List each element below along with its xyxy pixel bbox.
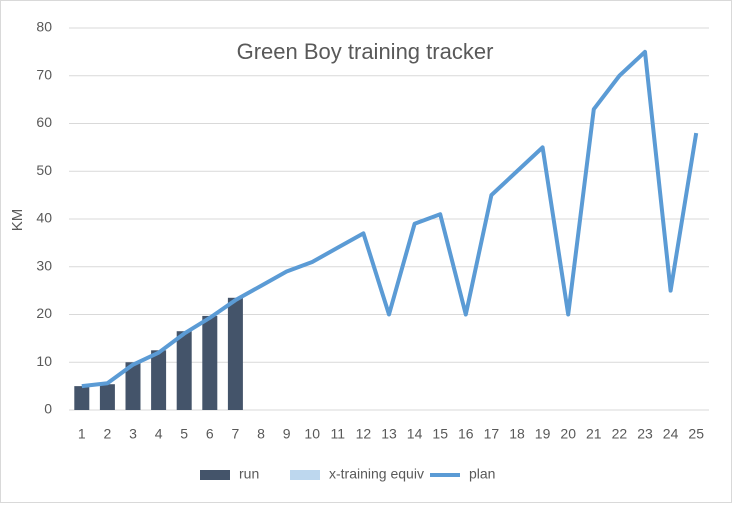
x-tick-label: 23 [637, 426, 653, 442]
x-tick-label: 9 [283, 426, 291, 442]
x-tick-label: 19 [535, 426, 551, 442]
x-tick-label: 10 [304, 426, 320, 442]
legend-label: run [239, 466, 259, 482]
y-tick-label: 80 [36, 19, 52, 35]
x-tick-label: 24 [663, 426, 679, 442]
x-tick-label: 25 [688, 426, 704, 442]
y-tick-label: 50 [36, 162, 52, 178]
x-tick-label: 8 [257, 426, 265, 442]
bar [99, 384, 115, 410]
legend-label: plan [469, 466, 495, 482]
y-tick-label: 20 [36, 305, 52, 321]
x-tick-label: 16 [458, 426, 474, 442]
x-tick-label: 3 [129, 426, 137, 442]
x-tick-label: 22 [612, 426, 628, 442]
y-axis-label: KM [9, 209, 26, 232]
x-tick-label: 17 [484, 426, 500, 442]
x-tick-label: 21 [586, 426, 602, 442]
legend-swatch [200, 470, 230, 480]
bar [125, 362, 141, 410]
x-tick-label: 6 [206, 426, 214, 442]
x-tick-label: 20 [560, 426, 576, 442]
y-tick-label: 30 [36, 257, 52, 273]
bar [151, 350, 167, 410]
x-tick-label: 14 [407, 426, 423, 442]
y-tick-label: 40 [36, 210, 52, 226]
bar [227, 297, 243, 410]
x-tick-label: 1 [78, 426, 86, 442]
y-tick-label: 70 [36, 66, 52, 82]
bar [74, 386, 90, 410]
x-tick-label: 12 [356, 426, 372, 442]
bar [176, 331, 192, 410]
chart-title: Green Boy training tracker [237, 39, 494, 64]
y-tick-label: 10 [36, 353, 52, 369]
legend-swatch [290, 470, 320, 480]
line [81, 49, 699, 389]
y-tick-label: 0 [44, 401, 52, 417]
x-tick-label: 5 [180, 426, 188, 442]
x-tick-label: 13 [381, 426, 397, 442]
x-tick-label: 2 [104, 426, 112, 442]
x-tick-label: 18 [509, 426, 525, 442]
y-tick-label: 60 [36, 114, 52, 130]
x-tick-label: 7 [232, 426, 240, 442]
legend-label: x-training equiv [329, 466, 424, 482]
bar [202, 315, 218, 410]
x-tick-label: 11 [331, 426, 346, 442]
x-tick-label: 4 [155, 426, 163, 442]
x-tick-label: 15 [432, 426, 448, 442]
